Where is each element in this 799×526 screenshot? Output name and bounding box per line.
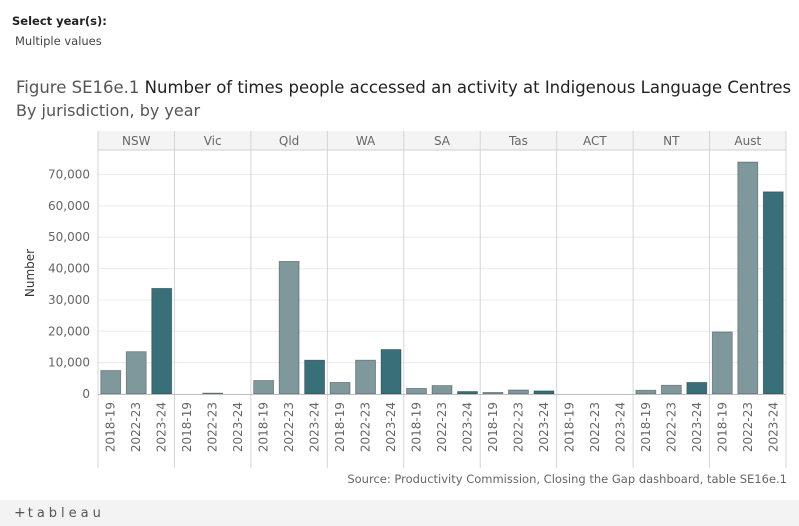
panel-label-wa: WA xyxy=(356,134,376,148)
x-tick-label: 2022-23 xyxy=(359,402,373,452)
bar xyxy=(151,287,173,395)
y-tick-label: 20,000 xyxy=(48,324,90,338)
panel-label-tas: Tas xyxy=(508,134,528,148)
chart-title-main: Number of times people accessed an activ… xyxy=(144,78,792,97)
bar xyxy=(686,381,708,395)
x-tick-label: 2022-23 xyxy=(664,402,678,452)
bar xyxy=(660,384,682,395)
bar xyxy=(711,331,733,395)
year-filter-value[interactable]: Multiple values xyxy=(15,34,102,48)
bar xyxy=(737,161,759,395)
bar xyxy=(202,392,224,395)
tableau-logo-text: tableau xyxy=(27,506,105,521)
x-tick-label: 2022-23 xyxy=(435,402,449,452)
panel-label-aust: Aust xyxy=(734,134,761,148)
x-tick-label: 2023-24 xyxy=(537,402,551,452)
y-tick-label: 0 xyxy=(82,387,90,401)
panel-label-act: ACT xyxy=(583,134,607,148)
x-tick-label: 2023-24 xyxy=(613,402,627,452)
bar xyxy=(406,387,427,395)
x-tick-label: 2023-24 xyxy=(460,402,474,452)
x-tick-label: 2018-19 xyxy=(333,402,347,452)
x-tick-label: 2023-24 xyxy=(155,402,169,452)
panel-label-vic: Vic xyxy=(204,134,222,148)
panel-label-qld: Qld xyxy=(279,134,299,148)
x-tick-label: 2018-19 xyxy=(104,402,118,452)
bar xyxy=(329,381,351,395)
x-tick-label: 2018-19 xyxy=(257,402,271,452)
x-tick-label: 2023-24 xyxy=(690,402,704,452)
x-tick-label: 2018-19 xyxy=(562,402,576,452)
y-tick-label: 50,000 xyxy=(48,230,90,244)
x-tick-label: 2018-19 xyxy=(486,402,500,452)
panel-header-band xyxy=(98,131,786,150)
x-tick-label: 2018-19 xyxy=(410,402,424,452)
bar xyxy=(278,260,300,395)
bar xyxy=(482,392,504,395)
chart-subtitle: By jurisdiction, by year xyxy=(16,101,201,120)
panel-label-nt: NT xyxy=(663,134,680,148)
bar xyxy=(125,351,147,395)
x-tick-label: 2022-23 xyxy=(129,402,143,452)
bar xyxy=(304,359,325,395)
bar-chart: 0 10,000 20,000 30,000 40,000 50,000 60,000 70,… xyxy=(23,131,787,468)
footer-bar: +tableau xyxy=(0,500,799,526)
bar xyxy=(533,390,555,395)
y-tick-label: 70,000 xyxy=(48,168,90,182)
bar xyxy=(762,191,784,395)
source-note: Source: Productivity Commission, Closing… xyxy=(347,472,787,486)
x-tick-label: 2023-24 xyxy=(384,402,398,452)
x-tick-label: 2022-23 xyxy=(511,402,525,452)
bar xyxy=(508,389,529,395)
plus-cross-icon: + xyxy=(14,505,28,521)
x-tick-label: 2018-19 xyxy=(180,402,194,452)
x-tick-label: 2023-24 xyxy=(766,402,780,452)
y-tick-label: 60,000 xyxy=(48,199,90,213)
x-tick-label: 2023-24 xyxy=(308,402,322,452)
y-tick-label: 10,000 xyxy=(48,356,90,370)
filter-label: Select year(s): xyxy=(12,14,107,28)
x-tick-label: 2022-23 xyxy=(206,402,220,452)
bar xyxy=(253,380,275,395)
figure-number: Figure SE16e.1 xyxy=(16,78,140,97)
bar xyxy=(635,389,657,395)
x-tick-label: 2022-23 xyxy=(588,402,602,452)
x-tick-label: 2022-23 xyxy=(741,402,755,452)
panel-label-nsw: NSW xyxy=(122,134,151,148)
y-tick-label: 40,000 xyxy=(48,262,90,276)
bar xyxy=(457,391,478,395)
panel-label-sa: SA xyxy=(434,134,451,148)
y-tick-label: 30,000 xyxy=(48,293,90,307)
bar xyxy=(355,359,376,395)
x-tick-label: 2022-23 xyxy=(282,402,296,452)
bar xyxy=(431,385,453,395)
chart-title: Figure SE16e.1 Number of times people ac… xyxy=(16,78,791,97)
x-tick-label: 2018-19 xyxy=(639,402,653,452)
x-tick-label: 2023-24 xyxy=(231,402,245,452)
bar xyxy=(100,370,122,395)
x-tick-label: 2018-19 xyxy=(715,402,729,452)
tableau-logo[interactable]: +tableau xyxy=(14,505,105,521)
y-axis-title: Number xyxy=(23,249,37,297)
bar xyxy=(380,349,402,395)
